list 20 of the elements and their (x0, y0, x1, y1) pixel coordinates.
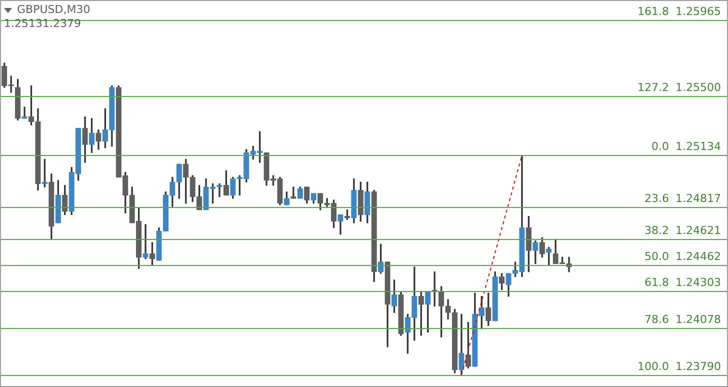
y-tick-label: 1.24621 (676, 224, 721, 237)
annotation: 161.8 (638, 4, 669, 18)
y-tick-label: 1.24303 (676, 276, 721, 289)
annotation: 0.0 (652, 140, 669, 153)
annotation: 50.0 (644, 250, 669, 263)
annotation: 38.2 (644, 224, 669, 237)
y-tick-label: 1.23790 (676, 360, 721, 373)
y-tick-label: 1.25500 (676, 80, 721, 94)
y-tick-label: 1.24817 (676, 192, 721, 205)
chart-title: GBPUSD,M30 (17, 3, 90, 17)
y-tick-label: 1.25965 (676, 4, 721, 18)
annotation: 61.8 (644, 276, 669, 289)
annotation: 100.0 (638, 360, 669, 373)
y-tick-label: 1.24462 (676, 250, 721, 263)
annotation: 78.6 (644, 312, 669, 326)
annotation: 127.2 (638, 80, 669, 94)
annotation: 23.6 (644, 192, 669, 205)
text: 1.25131.2379 (4, 17, 82, 31)
y-tick-label: 1.24078 (676, 312, 721, 326)
y-tick-label: 1.25134 (676, 140, 721, 153)
